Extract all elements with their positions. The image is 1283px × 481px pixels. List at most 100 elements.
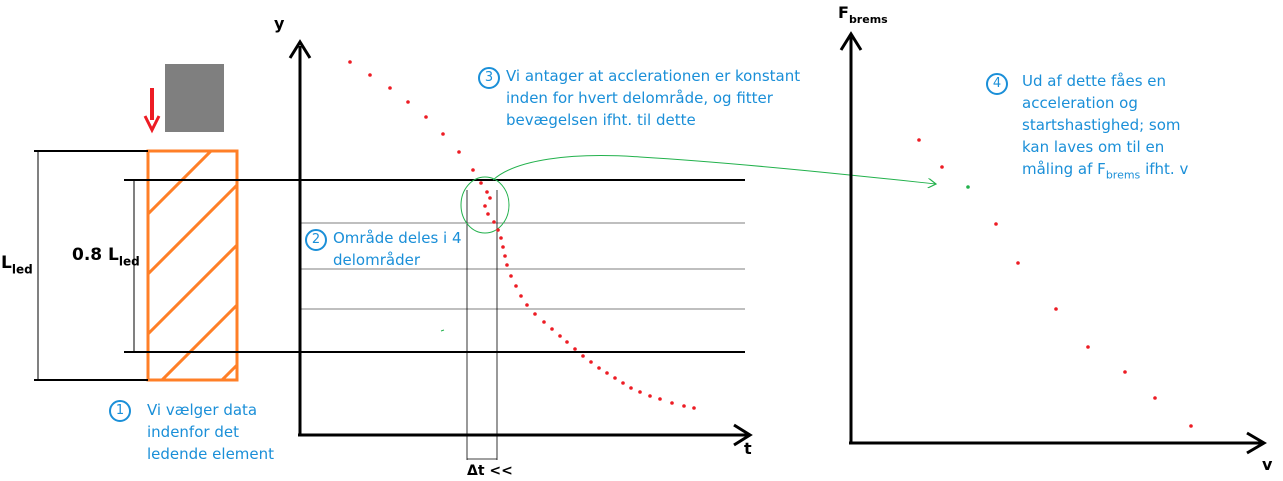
y-t-data-point	[573, 347, 577, 351]
f-v-data-point	[1153, 396, 1157, 400]
note-2-line: delområder	[333, 251, 420, 269]
y-t-data-point	[581, 354, 585, 358]
y-t-data-point	[558, 334, 562, 338]
note-3: Vi antager at acclerationen er konstant …	[506, 65, 800, 131]
y-t-data-point	[471, 168, 475, 172]
y-axis-arrowhead	[288, 39, 312, 59]
note-4-line: kan laves om til en	[1022, 138, 1165, 156]
f-v-data-points	[917, 138, 1193, 428]
v-axis-arrowhead	[1246, 431, 1267, 455]
y-t-data-point	[670, 401, 674, 405]
note-4-last-suffix: ifht. v	[1140, 160, 1189, 178]
note-2-line: Område deles i 4	[333, 229, 462, 247]
f-v-data-point	[1086, 345, 1090, 349]
highlight-ellipse	[460, 176, 510, 234]
y-t-data-point	[388, 86, 392, 90]
l-led-label-sub: led	[11, 262, 33, 277]
y-t-data-point	[441, 132, 445, 136]
y-t-data-point	[692, 406, 696, 410]
note-4-last-sub: brems	[1105, 168, 1141, 182]
note-4-last-line: måling af Fbrems ifht. v	[1022, 158, 1188, 180]
note-1: Vi vælger data indenfor det ledende elem…	[147, 399, 274, 465]
note-3-line: bevægelsen ifht. til dette	[506, 111, 696, 129]
y-t-data-point	[525, 303, 529, 307]
l-led-label: Lled	[1, 253, 33, 277]
note-4-line: acceleration og	[1022, 94, 1138, 112]
y-t-data-point	[542, 320, 546, 324]
f-v-data-point	[917, 138, 921, 142]
y-t-data-point	[406, 100, 410, 104]
note-2-badge: 2	[305, 229, 327, 251]
note-1-badge: 1	[109, 400, 131, 422]
y-t-data-point	[658, 397, 662, 401]
leading-element	[146, 149, 239, 382]
y-t-data-point	[629, 386, 633, 390]
y-t-data-point	[501, 245, 505, 249]
y-t-data-point	[348, 60, 352, 64]
y-t-data-point	[565, 340, 569, 344]
f-v-data-point	[1123, 370, 1127, 374]
f-v-data-point	[1189, 424, 1193, 428]
falling-block	[165, 64, 224, 132]
y-t-data-point	[648, 394, 652, 398]
f-axis-label: Fbrems	[838, 5, 888, 25]
note-1-line: Vi vælger data	[147, 401, 258, 419]
stray-mark	[440, 329, 445, 332]
note-3-line: inden for hvert delområde, og fitter	[506, 89, 773, 107]
red-arrow-head	[143, 115, 161, 134]
y-axis-label: y	[274, 14, 285, 33]
y-t-data-point	[605, 371, 609, 375]
y-t-data-point	[499, 236, 503, 240]
f-v-highlight-point	[966, 185, 970, 189]
note-1-line: indenfor det	[147, 423, 239, 441]
note-1-line: ledende element	[147, 445, 275, 463]
l08-label: 0.8 Lled	[72, 245, 140, 269]
y-t-data-point	[424, 115, 428, 119]
f-axis-arrowhead	[839, 31, 863, 51]
note-2: Område deles i 4 delområder	[333, 227, 462, 271]
y-t-data-point	[479, 181, 483, 185]
y-t-data-point	[457, 150, 461, 154]
y-t-data-point	[486, 212, 490, 216]
note-4: Ud af dette fåes en acceleration og star…	[1022, 70, 1188, 180]
f-v-data-point	[1054, 307, 1058, 311]
y-t-data-point	[485, 190, 489, 194]
note-4-line: startshastighed; som	[1022, 116, 1181, 134]
v-axis-label: v	[1262, 455, 1273, 474]
f-v-data-point	[1016, 261, 1020, 265]
f-v-data-point	[994, 222, 998, 226]
y-t-data-point	[496, 228, 500, 232]
y-t-data-point	[638, 390, 642, 394]
y-t-data-point	[514, 284, 518, 288]
note-4-last-prefix: måling af F	[1022, 160, 1106, 178]
y-t-data-point	[488, 196, 492, 200]
y-t-data-point	[589, 360, 593, 364]
l-led-label-main: L	[1, 253, 12, 273]
note-3-badge: 3	[478, 67, 500, 89]
y-t-data-point	[519, 294, 523, 298]
y-t-data-point	[509, 274, 513, 278]
y-t-data-point	[368, 73, 372, 77]
f-axis-label-main: F	[838, 3, 849, 22]
f-axis-label-sub: brems	[848, 12, 888, 26]
y-t-data-point	[492, 220, 496, 224]
note-4-line: Ud af dette fåes en	[1022, 72, 1167, 90]
note-4-badge: 4	[986, 73, 1008, 95]
l08-label-main: 0.8 L	[72, 245, 119, 265]
y-t-data-points	[348, 60, 696, 410]
note-3-line: Vi antager at acclerationen er konstant	[506, 67, 801, 85]
y-t-data-point	[682, 404, 686, 408]
t-axis-arrowhead	[733, 423, 753, 447]
dt-label: Δt <<	[467, 463, 513, 479]
y-t-data-point	[597, 366, 601, 370]
t-axis-label: t	[744, 439, 752, 458]
l08-label-sub: led	[118, 254, 140, 269]
y-t-data-point	[503, 254, 507, 258]
connection-arrow	[492, 155, 936, 184]
y-t-data-point	[550, 327, 554, 331]
y-t-data-point	[533, 312, 537, 316]
f-v-data-point	[940, 165, 944, 169]
y-t-data-point	[505, 263, 509, 267]
